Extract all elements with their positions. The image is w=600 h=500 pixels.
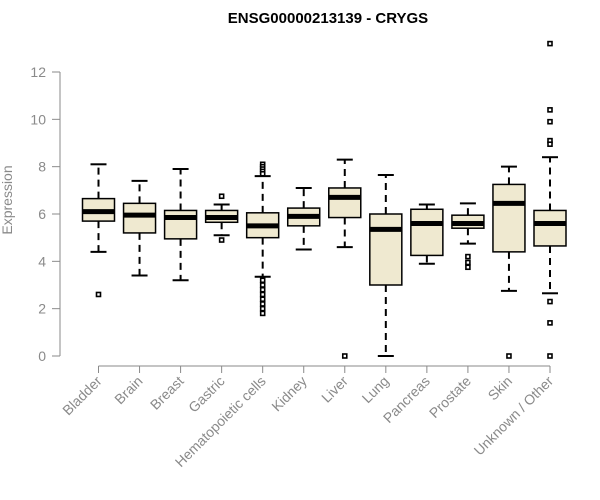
box-iqr	[328, 187, 362, 219]
outlier-point	[259, 282, 266, 288]
x-tick-label: Breast	[147, 373, 187, 413]
box-lung	[369, 173, 403, 357]
y-tick-label: 4	[38, 253, 46, 269]
outlier-point	[259, 305, 266, 312]
y-tick-label: 6	[38, 206, 46, 222]
outlier-point	[465, 253, 471, 260]
outlier-point	[547, 353, 553, 359]
y-tick-label: 2	[38, 301, 46, 317]
box-iqr	[122, 202, 157, 234]
outlier-point	[259, 310, 266, 317]
outlier-point	[218, 193, 225, 200]
outlier-point	[465, 259, 471, 266]
box-iqr	[163, 209, 198, 240]
box-iqr	[410, 208, 444, 257]
y-tick-label: 12	[30, 64, 46, 80]
outlier-point	[259, 291, 266, 298]
outlier-point	[259, 301, 266, 307]
x-tick-label: Kidney	[268, 373, 310, 415]
outlier-point	[547, 141, 553, 147]
x-tick-label: Liver	[318, 373, 351, 406]
box-unknown-other	[533, 40, 567, 359]
outlier-point	[547, 118, 553, 125]
box-iqr	[533, 209, 567, 247]
outlier-point	[547, 298, 553, 305]
y-tick-label: 0	[38, 348, 46, 364]
box-bladder	[81, 163, 116, 298]
box-brain	[122, 179, 157, 277]
y-tick-label: 8	[38, 159, 46, 175]
box-iqr	[369, 213, 403, 286]
x-tick-label: Brain	[111, 373, 145, 407]
box-iqr	[492, 183, 526, 253]
box-gastric	[204, 193, 239, 243]
box-pancreas	[410, 203, 444, 265]
box-prostate	[451, 202, 485, 271]
outlier-point	[218, 237, 225, 243]
y-axis-label: Expression	[0, 165, 15, 234]
outlier-point	[259, 170, 266, 177]
outlier-point	[259, 277, 266, 284]
y-tick-label: 10	[30, 111, 46, 127]
outlier-point	[259, 296, 266, 303]
outlier-point	[465, 264, 471, 271]
outlier-point	[506, 353, 512, 359]
outlier-point	[547, 40, 553, 47]
x-tick-label: Prostate	[426, 373, 474, 421]
x-tick-label: Skin	[485, 373, 516, 404]
outlier-point	[547, 107, 553, 113]
box-liver	[328, 158, 362, 359]
x-tick-label: Bladder	[59, 373, 105, 419]
box-breast	[163, 168, 198, 282]
box-kidney	[286, 186, 321, 251]
box-hematopoietic-cells	[245, 161, 280, 317]
outlier-point	[95, 291, 102, 298]
outlier-point	[341, 353, 348, 359]
chart-title: ENSG00000213139 - CRYGS	[228, 10, 428, 27]
outlier-point	[259, 286, 266, 293]
box-skin	[492, 165, 526, 359]
y-axis: 0 2 4 6 8 10 12	[30, 64, 61, 364]
boxplot-series	[81, 40, 567, 359]
x-tick-label: Lung	[359, 373, 392, 406]
outlier-point	[547, 320, 553, 326]
